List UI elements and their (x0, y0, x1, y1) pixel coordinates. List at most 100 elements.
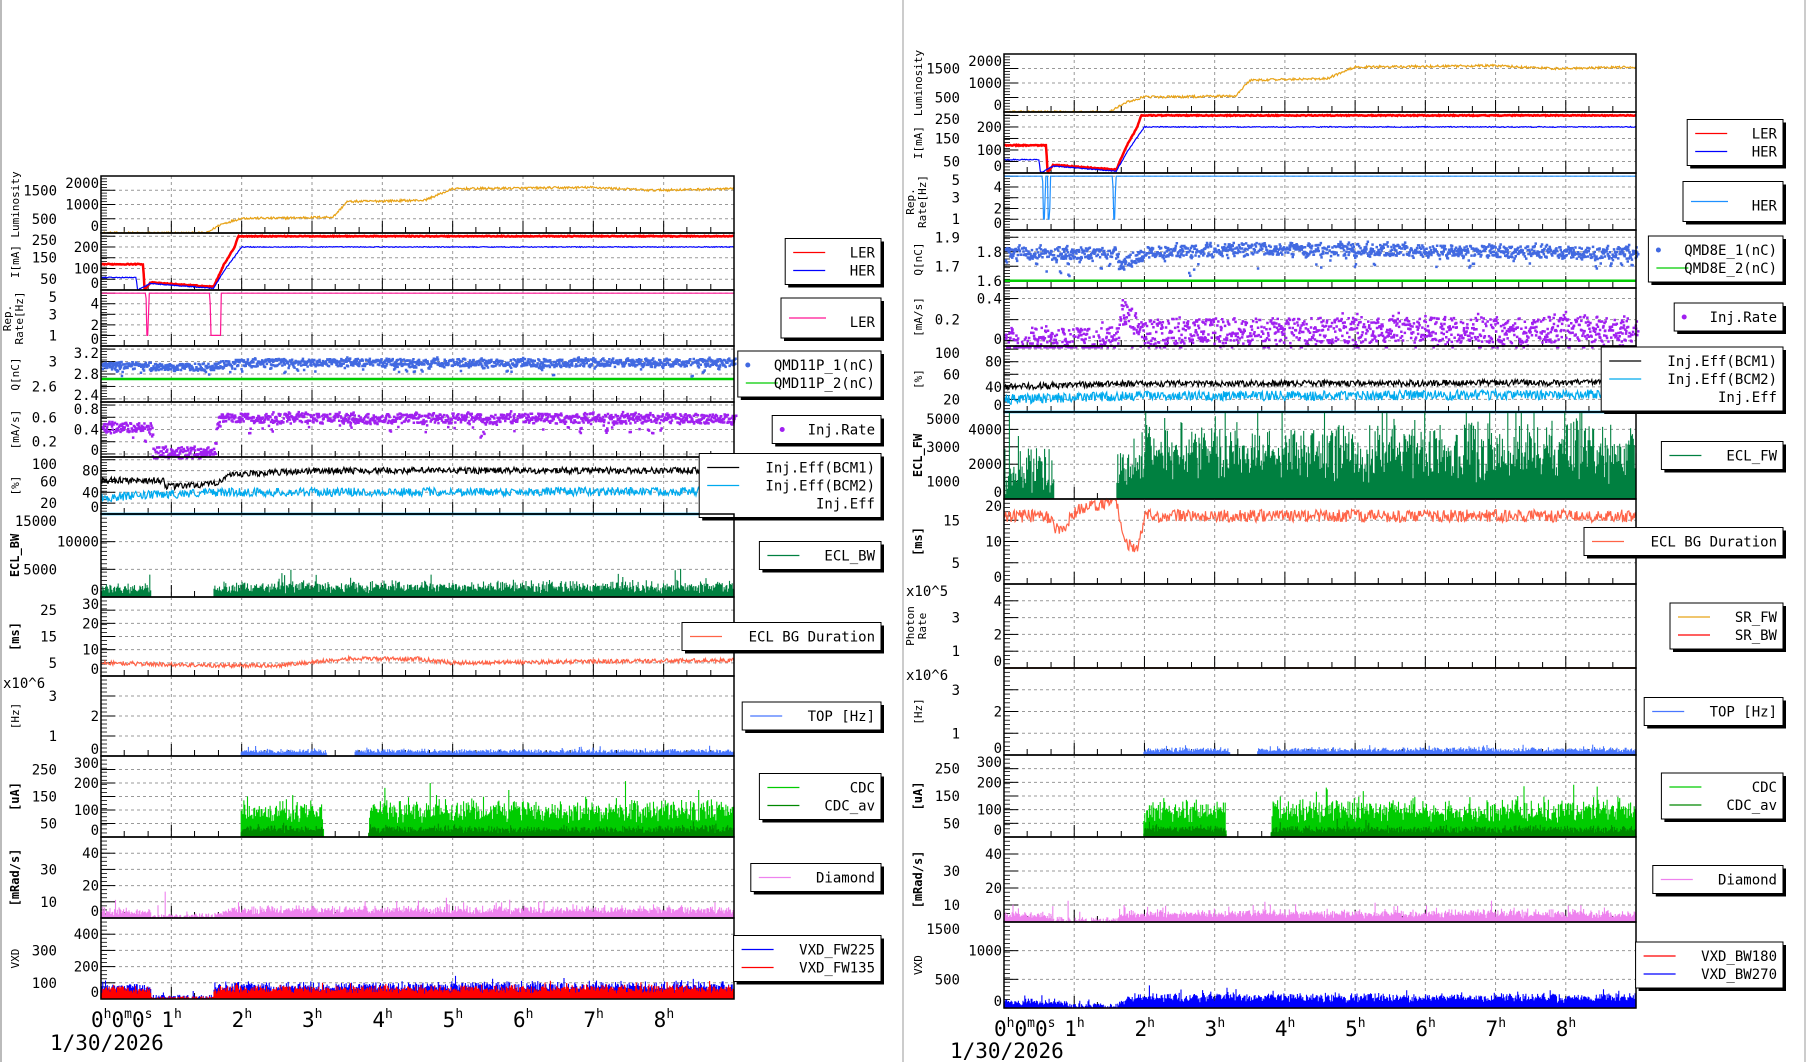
y-axis-label: [mA/s] (912, 297, 925, 337)
legend-label: CDC_av (1726, 798, 1777, 814)
x-tick-label: 4h (1275, 1016, 1295, 1041)
x-tick-label: 4h (372, 1007, 392, 1032)
y-tick-label: 0 (91, 662, 99, 678)
y-tick-label: 15 (40, 630, 57, 646)
y-axis-label: I[mA] (9, 245, 22, 278)
panel-frame (100, 289, 735, 347)
y-tick-label: 5 (952, 173, 960, 189)
y-tick-label: 0 (994, 823, 1002, 839)
series-inj-eff-bcm1 (1003, 377, 1637, 392)
y-tick-label: 3 (952, 611, 960, 627)
y-tick-label: 3 (49, 689, 57, 705)
y-tick-label: 10 (82, 643, 99, 659)
panel-frame (100, 675, 735, 757)
y-axis-label: ECL_BW (8, 533, 23, 577)
y-tick-label: 1500 (926, 922, 960, 938)
y-tick-label: 150 (32, 790, 57, 806)
y-tick-label: 1.6 (977, 274, 1002, 290)
series-qmd8e-1-nc (1004, 240, 1640, 278)
legend-label: QMD11P_2(nC) (774, 376, 875, 392)
series-qmd11p-1-nc (101, 356, 737, 378)
y-tick-label: 40 (82, 485, 99, 501)
y-tick-label: 3 (952, 683, 960, 699)
legend-label: ECL_BW (824, 549, 875, 565)
panel-frame (1003, 921, 1637, 1009)
legend-label: HER (1752, 145, 1778, 161)
y-axis-label: Q[nC] (912, 242, 925, 275)
legend-box (1635, 941, 1784, 989)
panel-frame (1003, 667, 1637, 756)
legend-marker (779, 427, 785, 432)
y-tick-label: 4 (994, 180, 1002, 196)
y-tick-label: 0 (994, 570, 1002, 586)
y-tick-label: 150 (935, 131, 960, 147)
y-tick-label: 2 (994, 201, 1002, 217)
x-tick-label: 2h (1134, 1016, 1154, 1041)
y-tick-label: 1 (952, 726, 960, 742)
y-tick-label: 100 (977, 803, 1002, 819)
x-tick-label: 6h (513, 1007, 533, 1032)
y-tick-label: 1 (49, 729, 57, 745)
legend-label: ECL_FW (1726, 449, 1777, 465)
panel-frame (1003, 583, 1637, 669)
y-tick-label: 0 (91, 276, 99, 292)
legend-label: LER (850, 315, 876, 331)
y-axis-label: VXD (9, 949, 22, 969)
y-tick-label: 60 (40, 474, 57, 490)
panel-rep-rate-hz: 0 1 2 3 4 5 Rep.Rate[Hz] (904, 172, 1637, 232)
y-tick-label: 0 (994, 216, 1002, 232)
x-tick-label: 0h0m0s (91, 1007, 152, 1032)
y-tick-label: 0.6 (32, 410, 57, 426)
series-ler (1003, 113, 1636, 174)
y-tick-label: 0 (91, 904, 99, 920)
y-tick-label: 100 (32, 976, 57, 992)
series-diamond (1003, 900, 1637, 922)
y-tick-label: 0 (994, 741, 1002, 757)
y-tick-label: 20 (985, 499, 1002, 515)
y-tick-label: 60 (943, 367, 960, 383)
y-tick-label: 2000 (968, 457, 1002, 473)
legend-box (733, 935, 882, 982)
y-tick-label: 80 (985, 355, 1002, 371)
y-tick-label: 2.8 (74, 367, 99, 383)
y-tick-label: 4 (91, 297, 99, 313)
y-tick-label: 3 (952, 191, 960, 207)
series-cdc (101, 781, 735, 838)
legend-label: Diamond (816, 871, 875, 887)
y-axis-label: [Hz] (9, 703, 22, 730)
y-tick-label: 150 (935, 789, 960, 805)
y-axis-label: [mA/s] (9, 410, 22, 450)
y-tick-label: 10 (943, 898, 960, 914)
panel-hz: 0 1 2 3 [Hz] x10^6 (3, 675, 735, 758)
legend-label: Inj.Eff (1718, 390, 1777, 406)
x-tick-label: 7h (1486, 1016, 1506, 1041)
y-tick-label: 0 (994, 332, 1002, 348)
y-tick-label: 30 (82, 597, 99, 613)
date-label: 1/30/2026 (50, 1031, 164, 1055)
y-tick-label: 200 (977, 775, 1002, 791)
y-tick-label: 2000 (65, 176, 99, 192)
y-tick-label: 0 (994, 654, 1002, 670)
series-ecl-bg-duration (1003, 497, 1637, 553)
y-tick-label: 2 (994, 627, 1002, 643)
legend-label: HER (1752, 199, 1778, 215)
legend: Diamond (750, 863, 884, 895)
legend-label: Inj.Rate (808, 423, 875, 439)
y-axis-label: [%] (912, 369, 925, 389)
y-tick-label: 50 (40, 272, 57, 288)
y-tick-label: 0.4 (74, 423, 99, 439)
y-tick-label: 0 (994, 159, 1002, 175)
y-tick-label: 0 (994, 98, 1002, 114)
panel-ua: 0 50 100 150 200 250 300 [uA] (911, 754, 1637, 839)
panel-vxd: 0 500 1000 1500 VXD (912, 921, 1637, 1010)
y-tick-label: 0.2 (935, 313, 960, 329)
y-tick-label: 0.4 (977, 292, 1002, 308)
panel-hz: 0 1 2 3 [Hz] x10^6 (906, 667, 1637, 757)
y-axis-label: [mRad/s] (8, 849, 22, 907)
legend-label: QMD8E_1(nC) (1684, 243, 1777, 259)
y-tick-label: 5000 (23, 562, 57, 578)
legend: Diamond (1652, 865, 1786, 897)
